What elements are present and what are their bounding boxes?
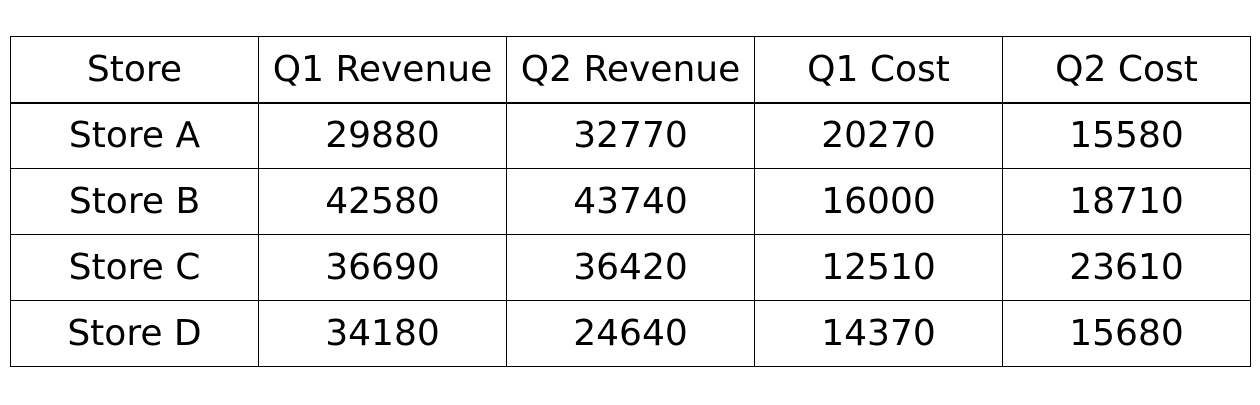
q2-cost-cell: 23610 [1002,234,1251,301]
column-header-q1-cost: Q1 Cost [754,36,1003,104]
data-table: Store Q1 Revenue Q2 Revenue Q1 Cost Q2 C… [10,36,1251,367]
store-cell: Store B [10,168,259,235]
table-row: Store C 36690 36420 12510 23610 [10,234,1251,301]
table-body: Store A 29880 32770 20270 15580 Store B … [10,102,1251,367]
q2-cost-cell: 15580 [1002,102,1251,169]
table-row: Store B 42580 43740 16000 18710 [10,168,1251,235]
q1-revenue-cell: 29880 [258,102,507,169]
store-cell: Store C [10,234,259,301]
store-cell: Store D [10,300,259,367]
q2-revenue-cell: 24640 [506,300,755,367]
data-table-figure: Store Q1 Revenue Q2 Revenue Q1 Cost Q2 C… [10,36,1251,367]
table-header: Store Q1 Revenue Q2 Revenue Q1 Cost Q2 C… [10,36,1251,104]
store-cell: Store A [10,102,259,169]
q2-cost-cell: 15680 [1002,300,1251,367]
q1-cost-cell: 20270 [754,102,1003,169]
q2-revenue-cell: 36420 [506,234,755,301]
q1-revenue-cell: 36690 [258,234,507,301]
table-row: Store A 29880 32770 20270 15580 [10,102,1251,169]
table-row: Store D 34180 24640 14370 15680 [10,300,1251,367]
q2-revenue-cell: 43740 [506,168,755,235]
q1-cost-cell: 12510 [754,234,1003,301]
column-header-q2-cost: Q2 Cost [1002,36,1251,104]
q1-cost-cell: 16000 [754,168,1003,235]
column-header-q2-revenue: Q2 Revenue [506,36,755,104]
column-header-store: Store [10,36,259,104]
header-row: Store Q1 Revenue Q2 Revenue Q1 Cost Q2 C… [10,36,1251,104]
q2-revenue-cell: 32770 [506,102,755,169]
q1-revenue-cell: 42580 [258,168,507,235]
q1-revenue-cell: 34180 [258,300,507,367]
q2-cost-cell: 18710 [1002,168,1251,235]
column-header-q1-revenue: Q1 Revenue [258,36,507,104]
q1-cost-cell: 14370 [754,300,1003,367]
